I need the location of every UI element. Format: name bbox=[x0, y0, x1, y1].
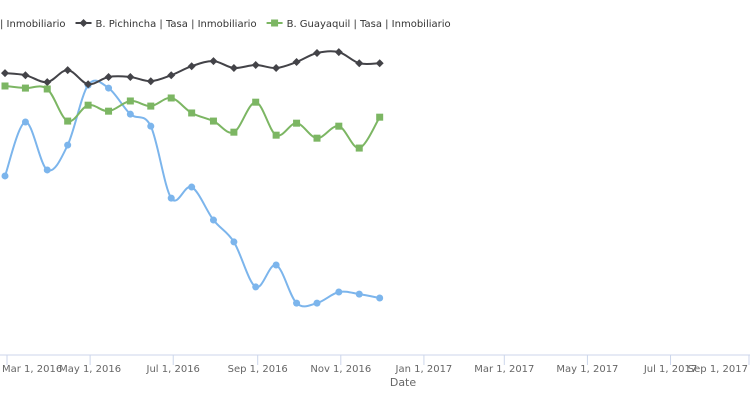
legend: | Inmobiliario B. Pichincha | Tasa | Inmo… bbox=[0, 19, 451, 30]
x-tick-label: Jul 1, 2016 bbox=[146, 364, 200, 375]
x-axis-title: Date bbox=[390, 376, 417, 389]
data-point[interactable] bbox=[209, 216, 217, 224]
data-point[interactable] bbox=[335, 288, 343, 296]
data-point[interactable] bbox=[43, 85, 51, 93]
data-point[interactable] bbox=[293, 299, 301, 307]
data-point[interactable] bbox=[146, 77, 155, 86]
data-point[interactable] bbox=[167, 71, 176, 80]
data-point[interactable] bbox=[376, 113, 384, 121]
data-point[interactable] bbox=[104, 72, 113, 81]
x-tick-label-last: Sep 1, 2017 bbox=[688, 364, 748, 375]
data-point[interactable] bbox=[147, 102, 155, 110]
data-point[interactable] bbox=[230, 238, 238, 246]
legend-label: B. Pichincha | Tasa | Inmobiliario bbox=[96, 19, 257, 30]
data-point[interactable] bbox=[1, 82, 9, 90]
legend-marker[interactable] bbox=[79, 19, 88, 27]
data-point[interactable] bbox=[21, 118, 29, 126]
legend-item-1[interactable]: | Inmobiliario bbox=[0, 19, 66, 30]
x-tick-label: Sep 1, 2016 bbox=[228, 364, 288, 375]
series-2 bbox=[1, 48, 384, 89]
data-point[interactable] bbox=[126, 97, 134, 105]
data-point[interactable] bbox=[376, 294, 384, 302]
legend-label: B. Guayaquil | Tasa | Inmobiliario bbox=[287, 19, 451, 30]
series-line[interactable] bbox=[4, 84, 381, 150]
data-point[interactable] bbox=[147, 122, 155, 130]
data-point[interactable] bbox=[355, 290, 363, 298]
data-point[interactable] bbox=[21, 71, 30, 80]
data-point[interactable] bbox=[251, 60, 260, 69]
x-tick-label: May 1, 2017 bbox=[556, 364, 618, 375]
data-point[interactable] bbox=[126, 72, 135, 81]
data-point[interactable] bbox=[375, 59, 384, 68]
x-tick-label: Nov 1, 2016 bbox=[310, 364, 371, 375]
data-point[interactable] bbox=[167, 94, 175, 102]
data-point[interactable] bbox=[84, 101, 92, 109]
data-point[interactable] bbox=[313, 299, 321, 307]
x-tick-label-first: Mar 1, 2016 bbox=[2, 364, 62, 375]
data-point[interactable] bbox=[355, 144, 363, 152]
data-point[interactable] bbox=[1, 69, 9, 78]
x-tick-label: Mar 1, 2017 bbox=[474, 364, 534, 375]
data-point[interactable] bbox=[293, 119, 301, 127]
data-point[interactable] bbox=[272, 261, 280, 269]
data-point[interactable] bbox=[64, 141, 72, 149]
data-point[interactable] bbox=[252, 283, 260, 291]
data-point[interactable] bbox=[272, 63, 281, 72]
x-tick-label: May 1, 2016 bbox=[59, 364, 121, 375]
data-point[interactable] bbox=[188, 109, 196, 117]
x-tick-label: Jan 1, 2017 bbox=[395, 364, 453, 375]
data-point[interactable] bbox=[105, 107, 113, 115]
data-point[interactable] bbox=[355, 59, 364, 68]
data-point[interactable] bbox=[105, 84, 113, 92]
legend-marker[interactable] bbox=[271, 19, 279, 27]
series-3 bbox=[1, 82, 384, 152]
data-point[interactable] bbox=[126, 110, 134, 118]
legend-item-2[interactable]: B. Pichincha | Tasa | Inmobiliario bbox=[75, 19, 257, 30]
data-point[interactable] bbox=[313, 134, 321, 142]
legend-label: | Inmobiliario bbox=[0, 19, 66, 30]
data-point[interactable] bbox=[43, 166, 51, 174]
data-point[interactable] bbox=[229, 63, 238, 72]
x-tick-label: Jul 1, 2017 bbox=[643, 364, 697, 375]
data-point[interactable] bbox=[187, 62, 196, 71]
legend-item-3[interactable]: B. Guayaquil | Tasa | Inmobiliario bbox=[266, 19, 451, 30]
data-point[interactable] bbox=[230, 128, 238, 136]
data-point[interactable] bbox=[167, 194, 175, 202]
data-point[interactable] bbox=[188, 183, 196, 191]
data-point[interactable] bbox=[252, 98, 260, 106]
series-group bbox=[1, 48, 384, 308]
x-axis-ticks: May 1, 2016 Jul 1, 2016 Sep 1, 2016 Nov 1, … bbox=[6, 355, 750, 375]
data-point[interactable] bbox=[1, 172, 9, 180]
data-point[interactable] bbox=[292, 57, 301, 66]
data-point[interactable] bbox=[64, 117, 72, 125]
data-point[interactable] bbox=[43, 78, 52, 87]
data-point[interactable] bbox=[313, 48, 322, 57]
data-point[interactable] bbox=[209, 117, 217, 125]
data-point[interactable] bbox=[272, 131, 280, 139]
data-point[interactable] bbox=[334, 48, 343, 57]
data-point[interactable] bbox=[21, 84, 29, 92]
series-1 bbox=[1, 79, 384, 308]
data-point[interactable] bbox=[84, 80, 93, 89]
data-point[interactable] bbox=[209, 57, 218, 66]
data-point[interactable] bbox=[335, 122, 343, 130]
data-point[interactable] bbox=[63, 66, 72, 75]
